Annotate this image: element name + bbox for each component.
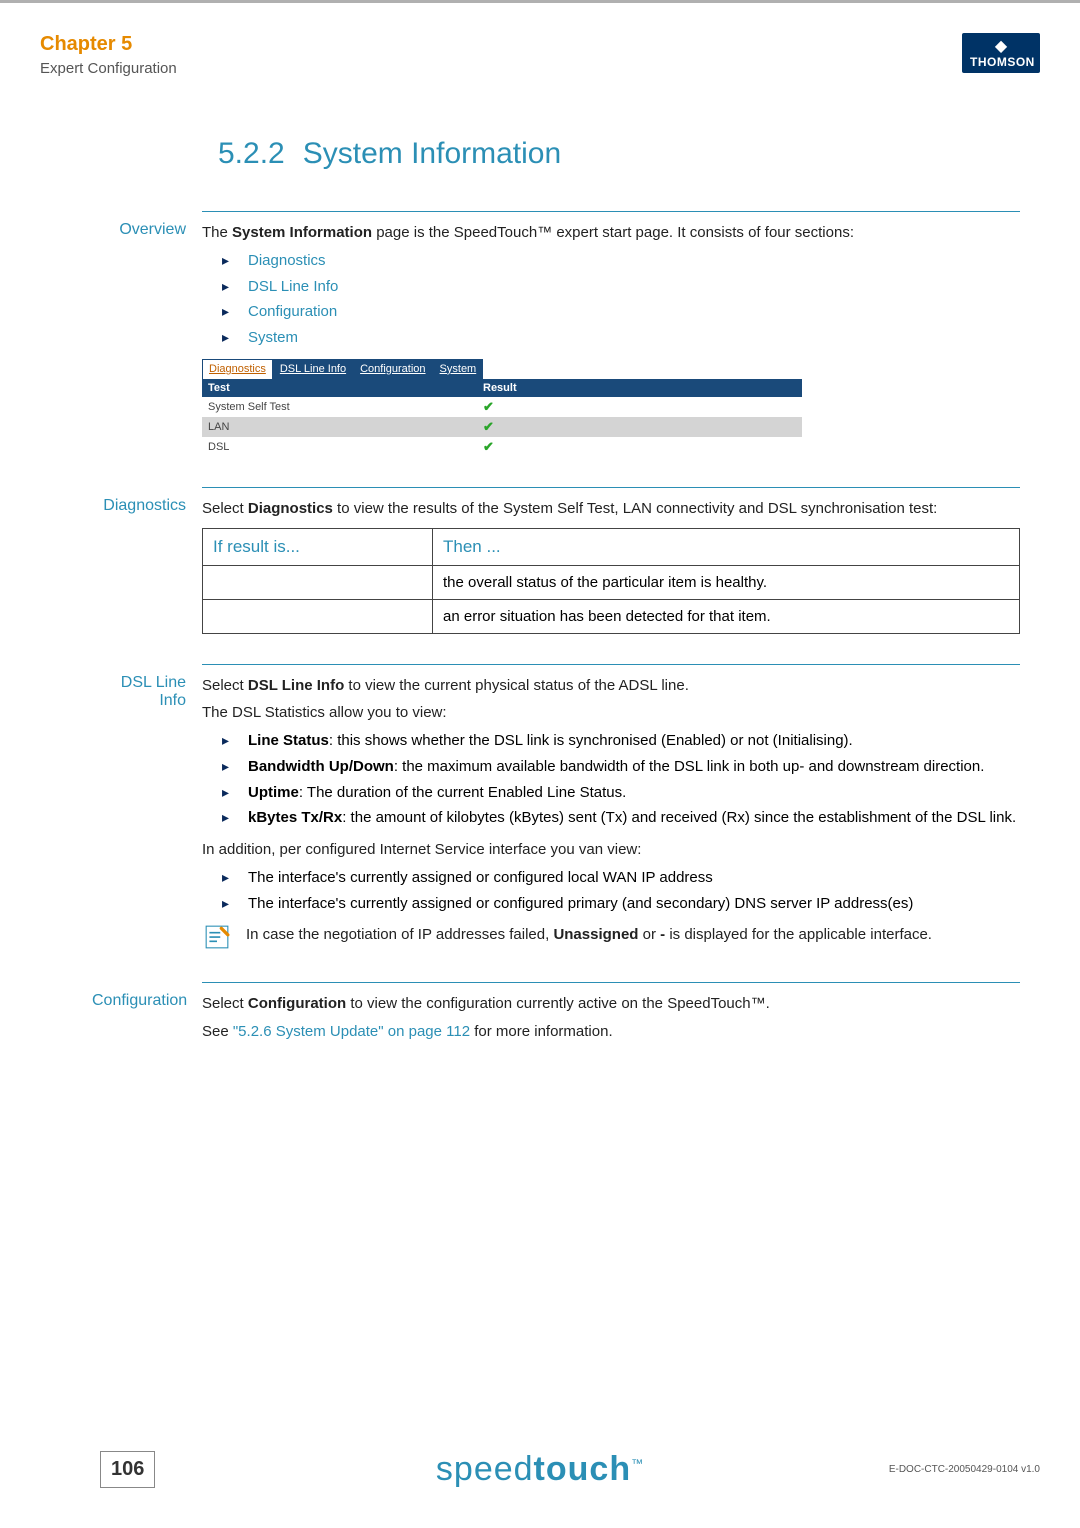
config-p2: See "5.2.6 System Update" on page 112 fo… (202, 1021, 1020, 1043)
overview-label: Overview (92, 211, 202, 457)
logo-icon: ◆ (970, 39, 1032, 55)
page-number: 106 (100, 1451, 155, 1488)
result-table-h2: Then ... (433, 528, 1020, 565)
document-reference: E-DOC-CTC-20050429-0104 v1.0 (889, 1464, 1040, 1475)
page-header: Chapter 5 Expert Configuration ◆ THOMSON (0, 3, 1080, 87)
trademark-icon: ™ (631, 1457, 644, 1471)
result-table-cell: the overall status of the particular ite… (433, 565, 1020, 599)
overview-link-system[interactable]: System (222, 327, 1020, 349)
tab-system[interactable]: System (433, 359, 484, 379)
overview-link-dsl[interactable]: DSL Line Info (222, 276, 1020, 298)
page-footer: 106 speedtouch™ E-DOC-CTC-20050429-0104 … (0, 1451, 1080, 1488)
chapter-subtitle: Expert Configuration (40, 60, 177, 77)
dsl-p3: In addition, per configured Internet Ser… (202, 839, 1020, 861)
note-text: In case the negotiation of IP addresses … (246, 924, 932, 946)
screenshot-row: System Self Test ✔ (202, 397, 802, 417)
cross-reference-link[interactable]: "5.2.6 System Update" on page 112 (233, 1023, 470, 1040)
note-row: In case the negotiation of IP addresses … (202, 924, 1020, 952)
result-table-cell (203, 599, 433, 633)
dsl-label: DSL Line Info (92, 664, 202, 953)
screenshot-cell: System Self Test (202, 397, 477, 417)
screenshot-cell: DSL (202, 437, 477, 457)
result-table-h1: If result is... (203, 528, 433, 565)
dsl-stats-list: Line Status: this shows whether the DSL … (202, 730, 1020, 829)
overview-link-list: Diagnostics DSL Line Info Configuration … (202, 250, 1020, 349)
list-item: Bandwidth Up/Down: the maximum available… (222, 756, 1020, 778)
check-icon: ✔ (483, 399, 494, 414)
dsl-interface-list: The interface's currently assigned or co… (202, 867, 1020, 915)
result-table: If result is... Then ... the overall sta… (202, 528, 1020, 634)
dsl-row: DSL Line Info Select DSL Line Info to vi… (218, 664, 1020, 953)
check-icon: ✔ (483, 419, 494, 434)
result-table-cell: an error situation has been detected for… (433, 599, 1020, 633)
configuration-row: Configuration Select Configuration to vi… (218, 982, 1020, 1049)
tab-configuration[interactable]: Configuration (353, 359, 432, 379)
tab-dsl-line-info[interactable]: DSL Line Info (273, 359, 353, 379)
list-item: The interface's currently assigned or co… (222, 893, 1020, 915)
screenshot-head-result: Result (477, 379, 802, 397)
tab-diagnostics[interactable]: Diagnostics (202, 359, 273, 379)
screenshot-cell: LAN (202, 417, 477, 437)
chapter-title: Chapter 5 (40, 33, 177, 56)
diagnostics-row: Diagnostics Select Diagnostics to view t… (218, 487, 1020, 634)
brand-logo: speedtouch™ (436, 1450, 644, 1489)
screenshot-row: LAN ✔ (202, 417, 802, 437)
screenshot-tabbar: Diagnostics DSL Line Info Configuration … (202, 359, 802, 379)
list-item: kBytes Tx/Rx: the amount of kilobytes (k… (222, 807, 1020, 829)
diagnostics-label: Diagnostics (92, 487, 202, 634)
overview-link-configuration[interactable]: Configuration (222, 301, 1020, 323)
result-table-cell (203, 565, 433, 599)
diagnostics-paragraph: Select Diagnostics to view the results o… (202, 498, 1020, 520)
overview-link-diagnostics[interactable]: Diagnostics (222, 250, 1020, 272)
logo-text: THOMSON (970, 55, 1032, 69)
section-number: 5.2.2 (218, 137, 285, 170)
configuration-label: Configuration (92, 982, 202, 1049)
dsl-p1: Select DSL Line Info to view the current… (202, 675, 1020, 697)
screenshot-head-test: Test (202, 379, 477, 397)
config-p1: Select Configuration to view the configu… (202, 993, 1020, 1015)
screenshot-header: Test Result (202, 379, 802, 397)
check-icon: ✔ (483, 439, 494, 454)
dsl-p2: The DSL Statistics allow you to view: (202, 702, 1020, 724)
section-title: System Information (303, 137, 561, 170)
list-item: The interface's currently assigned or co… (222, 867, 1020, 889)
section-heading: 5.2.2 System Information (218, 137, 1080, 171)
chapter-block: Chapter 5 Expert Configuration (40, 33, 177, 77)
overview-paragraph: The System Information page is the Speed… (202, 222, 1020, 244)
overview-row: Overview The System Information page is … (218, 211, 1020, 457)
list-item: Uptime: The duration of the current Enab… (222, 782, 1020, 804)
screenshot-row: DSL ✔ (202, 437, 802, 457)
list-item: Line Status: this shows whether the DSL … (222, 730, 1020, 752)
thomson-logo: ◆ THOMSON (962, 33, 1040, 73)
note-icon (202, 924, 232, 950)
diagnostics-screenshot: Diagnostics DSL Line Info Configuration … (202, 359, 802, 457)
